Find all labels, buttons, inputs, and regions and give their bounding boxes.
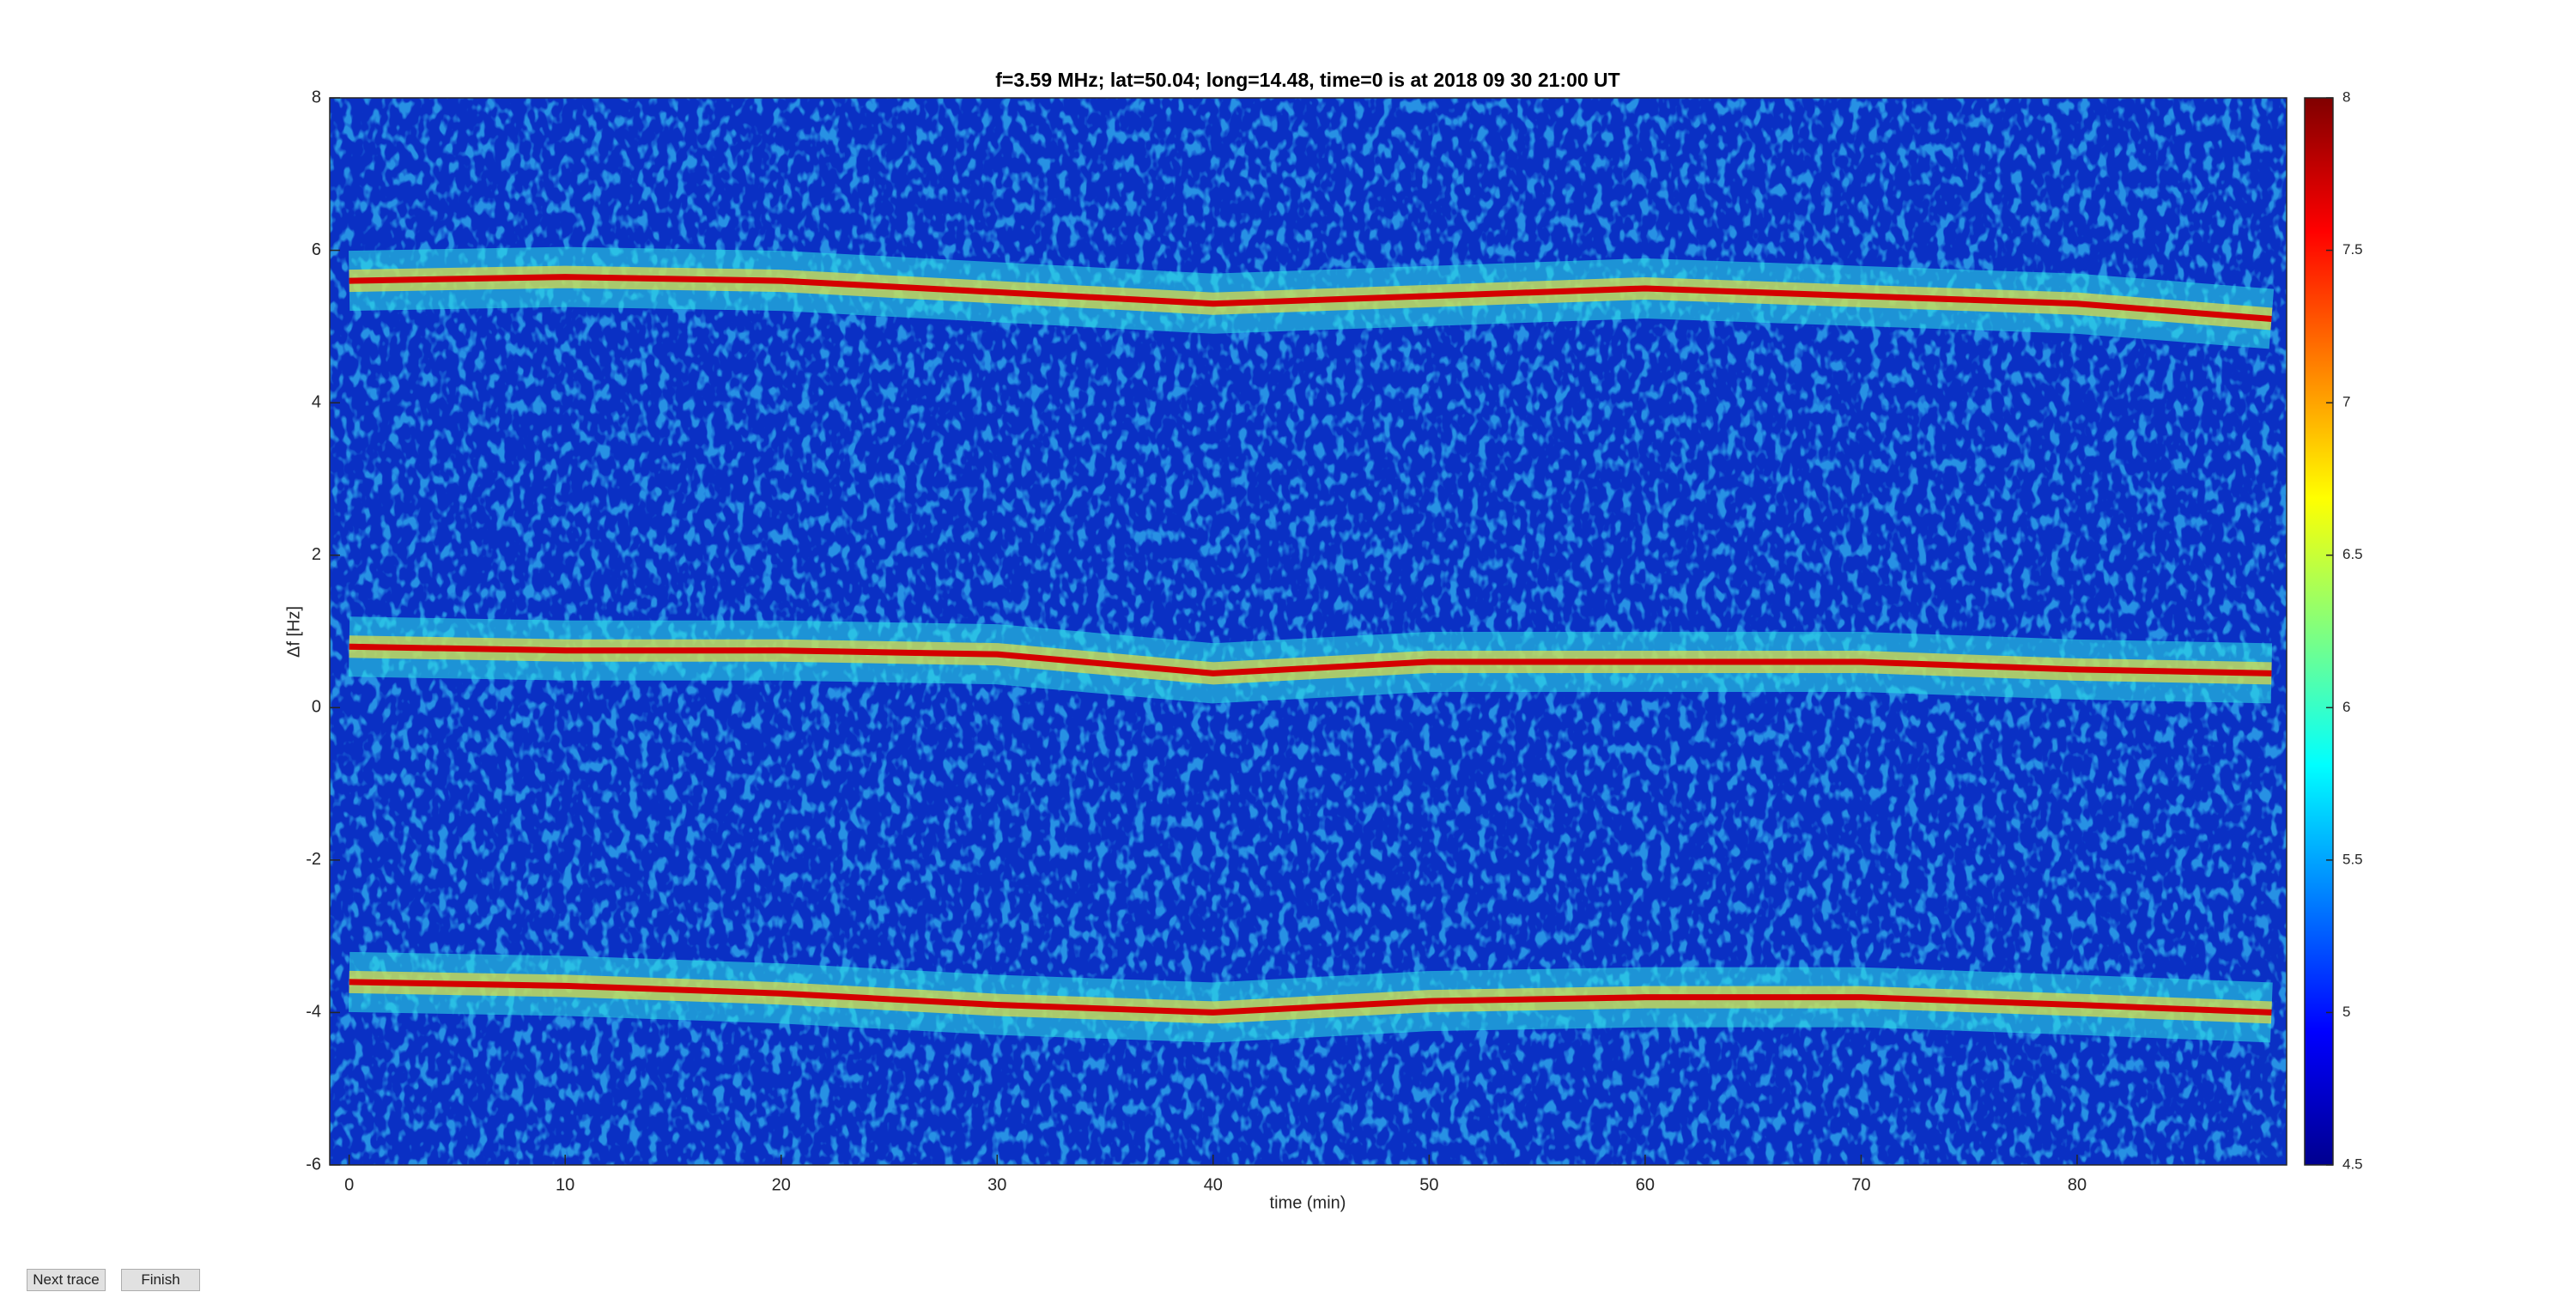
colorbar xyxy=(2304,97,2334,1166)
chart-title: f=3.59 MHz; lat=50.04; long=14.48, time=… xyxy=(995,69,1619,91)
traces xyxy=(349,246,2275,1043)
finish-button[interactable]: Finish xyxy=(121,1269,200,1291)
colorbar-tick-label: 5.5 xyxy=(2342,851,2363,867)
trace-line xyxy=(349,643,2272,676)
chart: f=3.59 MHz; lat=50.04; long=14.48, time=… xyxy=(284,69,2363,1212)
x-tick-label: 40 xyxy=(1204,1175,1223,1194)
y-axis-label: Δf [Hz] xyxy=(284,606,303,658)
trace-line xyxy=(349,979,2272,1016)
colorbar-tick-label: 5 xyxy=(2342,1004,2350,1020)
colorbar-tick-label: 6 xyxy=(2342,699,2350,715)
y-tick-label: -4 xyxy=(306,1003,321,1022)
colorbar-tick-label: 7.5 xyxy=(2342,241,2363,258)
colorbar-tick-label: 7 xyxy=(2342,394,2350,410)
trace-line xyxy=(349,274,2272,322)
x-tick-label: 80 xyxy=(2068,1175,2087,1194)
x-axis-label: time (min) xyxy=(1270,1193,1346,1212)
colorbar-tick-label: 4.5 xyxy=(2342,1156,2363,1172)
colorbar-tick-label: 6.5 xyxy=(2342,546,2363,562)
next-trace-button[interactable]: Next trace xyxy=(27,1269,106,1291)
y-tick-label: 6 xyxy=(312,240,321,259)
y-tick-label: 4 xyxy=(312,392,321,411)
x-tick-label: 60 xyxy=(1636,1175,1655,1194)
x-tick-label: 0 xyxy=(344,1175,354,1194)
y-tick-label: 0 xyxy=(312,698,321,717)
x-tick-label: 10 xyxy=(556,1175,574,1194)
plot-frame xyxy=(329,97,2287,1166)
y-tick-label: 2 xyxy=(312,545,321,564)
x-tick-label: 70 xyxy=(1851,1175,1870,1194)
y-tick-label: 8 xyxy=(312,88,321,106)
x-tick-label: 30 xyxy=(987,1175,1006,1194)
y-tick-label: -2 xyxy=(306,850,321,869)
y-tick-label: -6 xyxy=(306,1155,321,1174)
x-tick-label: 50 xyxy=(1419,1175,1438,1194)
x-tick-label: 20 xyxy=(772,1175,791,1194)
colorbar-tick-label: 8 xyxy=(2342,88,2350,105)
